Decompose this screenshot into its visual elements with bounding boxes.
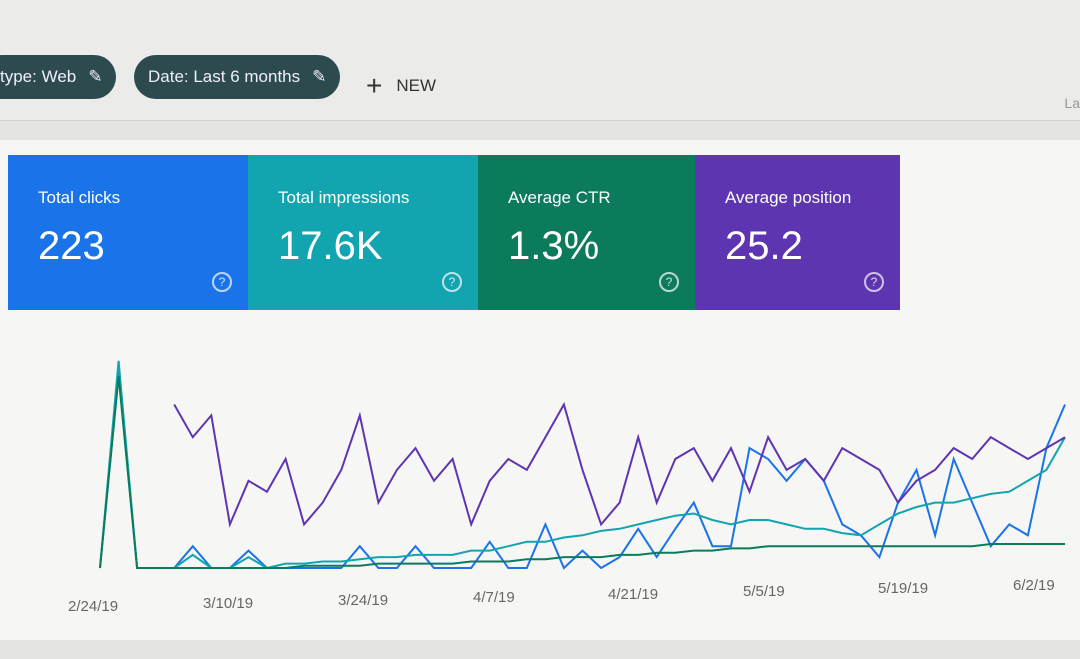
- series-line-2: [99, 376, 1065, 569]
- help-icon[interactable]: ?: [212, 272, 232, 292]
- new-label: NEW: [396, 76, 437, 95]
- plus-icon: +: [366, 70, 383, 101]
- series-line-0: [99, 371, 1066, 570]
- filter-bar: type: Web ✎ Date: Last 6 months ✎ + NEW …: [0, 0, 1080, 121]
- metric-label: Total impressions: [278, 188, 410, 207]
- x-tick-label: 4/7/19: [473, 589, 515, 606]
- x-tick-label: 3/10/19: [203, 595, 254, 612]
- x-tick-label: 5/5/19: [743, 583, 785, 600]
- x-tick-label: 2/24/19: [68, 598, 119, 615]
- x-tick-label: 6/2/19: [1013, 577, 1055, 594]
- x-tick-label: 3/24/19: [338, 592, 389, 609]
- series-line-1: [99, 360, 1066, 570]
- filter-chip-date[interactable]: Date: Last 6 months ✎: [134, 55, 341, 99]
- metric-label: Average CTR: [508, 188, 611, 207]
- metric-label: Total clicks: [38, 188, 121, 207]
- x-tick-label: 5/19/19: [878, 580, 929, 597]
- filter-label: Date: Last 6 months: [148, 67, 301, 86]
- help-icon[interactable]: ?: [864, 272, 884, 292]
- pencil-icon[interactable]: ✎: [312, 67, 327, 86]
- pencil-icon[interactable]: ✎: [88, 67, 103, 86]
- metric-value: 25.2: [725, 224, 803, 268]
- corner-text: La: [1064, 95, 1080, 111]
- metric-card-average-position[interactable]: Average position 25.2 ?: [695, 155, 900, 310]
- metric-value: 223: [38, 224, 105, 268]
- x-tick-label: 4/21/19: [608, 586, 659, 603]
- help-icon[interactable]: ?: [442, 272, 462, 292]
- metric-value: 17.6K: [278, 224, 383, 268]
- metric-value: 1.3%: [508, 224, 600, 268]
- new-filter-button[interactable]: + NEW: [366, 70, 436, 102]
- metric-label: Average position: [725, 188, 852, 207]
- help-icon[interactable]: ?: [659, 272, 679, 292]
- metric-card-average-ctr[interactable]: Average CTR 1.3% ?: [478, 155, 695, 310]
- performance-chart: [99, 360, 1066, 570]
- filter-label: type: Web: [0, 67, 77, 86]
- metric-card-total-impressions[interactable]: Total impressions 17.6K ?: [248, 155, 478, 310]
- filter-chip-search-type[interactable]: type: Web ✎: [0, 55, 117, 99]
- series-line-3: [173, 401, 1066, 528]
- metric-card-total-clicks[interactable]: Total clicks 223 ?: [8, 155, 248, 310]
